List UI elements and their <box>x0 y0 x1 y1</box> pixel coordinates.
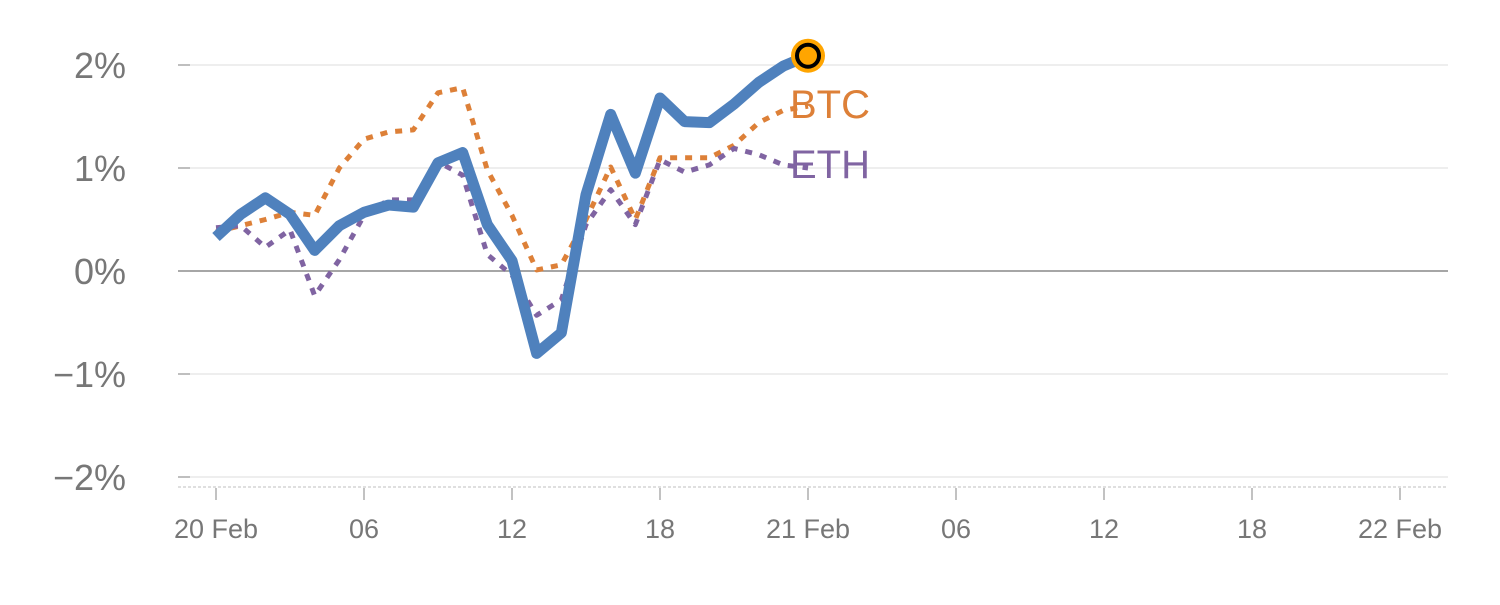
y-tick-label: 1% <box>74 148 126 189</box>
x-axis: 20 Feb 06 12 18 21 Feb 06 12 18 22 Feb <box>174 487 1448 544</box>
y-tick-label: −1% <box>53 354 126 395</box>
y-tick-label: 2% <box>74 45 126 86</box>
y-tick-label: −2% <box>53 457 126 498</box>
x-tick-label: 12 <box>497 514 527 544</box>
x-tick-label: 20 Feb <box>174 514 258 544</box>
x-tick-label: 12 <box>1089 514 1119 544</box>
x-tick-label: 22 Feb <box>1358 514 1442 544</box>
end-marker <box>797 45 819 67</box>
y-axis: 2% 1% 0% −1% −2% <box>53 45 190 498</box>
x-tick-label: 18 <box>1237 514 1267 544</box>
x-tick-label: 06 <box>941 514 971 544</box>
y-tick-label: 0% <box>74 251 126 292</box>
series-labels: BTC ETH <box>790 39 870 187</box>
x-tick-label: 21 Feb <box>766 514 850 544</box>
series-line-main <box>216 56 808 354</box>
series-label-btc: BTC <box>790 83 870 127</box>
x-tick-label: 18 <box>645 514 675 544</box>
series-lines <box>216 56 808 354</box>
x-tick-label: 06 <box>349 514 379 544</box>
series-label-eth: ETH <box>790 143 870 187</box>
